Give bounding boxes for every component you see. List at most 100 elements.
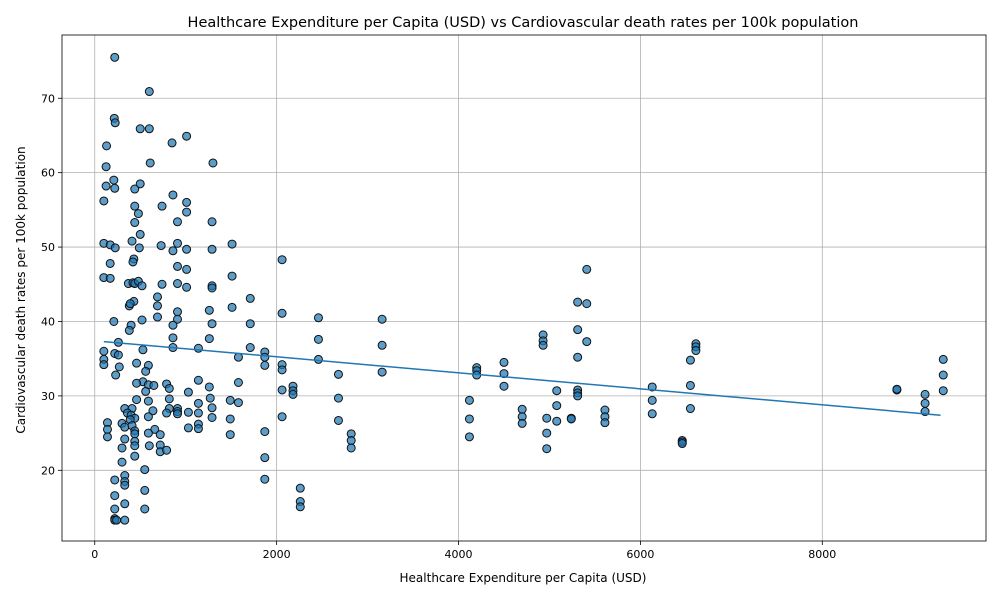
plot-frame	[61, 34, 987, 542]
data-point	[542, 413, 552, 423]
data-point	[183, 423, 193, 433]
data-point	[120, 515, 130, 525]
data-point	[313, 334, 323, 344]
data-point	[204, 382, 214, 392]
x-tick-label: 2000	[263, 548, 291, 561]
data-point	[233, 378, 243, 388]
data-point	[120, 434, 130, 444]
data-point	[152, 312, 162, 322]
data-point	[99, 346, 109, 356]
data-point	[346, 436, 356, 446]
data-point	[600, 418, 610, 428]
data-point	[152, 301, 162, 311]
data-point	[110, 183, 120, 193]
data-point	[110, 475, 120, 485]
axis-ticks: 0 2000 4000 6000 8000 20 30 40 50 60 70	[41, 92, 836, 561]
data-point	[112, 515, 122, 525]
data-point	[135, 179, 145, 189]
data-point	[102, 424, 112, 434]
data-point	[156, 241, 166, 251]
data-point	[277, 308, 287, 318]
x-tick-label: 6000	[626, 548, 654, 561]
data-point	[135, 229, 145, 239]
data-point	[102, 432, 112, 442]
data-point	[162, 445, 172, 455]
data-point	[120, 499, 130, 509]
data-point	[101, 181, 111, 191]
data-point	[168, 333, 178, 343]
data-point	[132, 358, 142, 368]
data-point	[143, 396, 153, 406]
data-point	[182, 207, 192, 217]
data-point	[182, 197, 192, 207]
data-point	[277, 255, 287, 265]
data-point	[111, 370, 121, 380]
data-point	[193, 424, 203, 434]
data-point	[260, 352, 270, 362]
data-point	[277, 412, 287, 422]
data-point	[155, 430, 165, 440]
data-point	[110, 243, 120, 253]
data-point	[143, 412, 153, 422]
data-point	[582, 299, 592, 309]
data-point	[157, 279, 167, 289]
data-point	[193, 375, 203, 385]
x-tick-label: 8000	[808, 548, 836, 561]
data-point	[109, 175, 119, 185]
data-point	[173, 409, 182, 419]
data-point	[130, 201, 140, 211]
data-point	[295, 483, 305, 493]
data-point	[552, 386, 562, 396]
data-point	[137, 315, 147, 325]
data-point	[182, 282, 192, 292]
data-point	[499, 357, 509, 367]
y-tick-label: 60	[41, 167, 55, 180]
data-point	[132, 378, 142, 388]
data-point	[333, 369, 343, 379]
data-point	[145, 158, 155, 168]
data-point	[120, 480, 130, 490]
data-point	[164, 383, 174, 393]
data-point	[130, 429, 140, 439]
data-point	[110, 52, 120, 62]
data-point	[99, 196, 109, 206]
data-point	[517, 404, 527, 414]
data-point	[135, 124, 145, 134]
data-point	[117, 457, 127, 467]
data-point	[938, 386, 948, 396]
data-point	[144, 87, 154, 97]
data-point	[333, 393, 343, 403]
data-point	[538, 340, 548, 350]
data-points	[99, 52, 948, 525]
data-point	[295, 502, 305, 512]
data-point	[110, 504, 120, 514]
data-point	[892, 384, 902, 394]
data-point	[141, 386, 151, 396]
grid-lines	[62, 35, 986, 541]
data-point	[542, 428, 552, 438]
data-point	[110, 491, 120, 501]
data-point	[207, 403, 217, 413]
data-point	[168, 320, 178, 330]
data-point	[938, 354, 948, 364]
data-point	[938, 370, 948, 380]
data-point	[204, 305, 214, 315]
data-point	[173, 307, 182, 317]
data-point	[227, 239, 237, 249]
data-point	[542, 444, 552, 454]
data-point	[168, 246, 178, 256]
data-point	[207, 217, 217, 227]
data-point	[193, 343, 203, 353]
data-point	[207, 244, 217, 254]
data-point	[183, 407, 193, 417]
data-point	[183, 387, 193, 397]
data-point	[105, 273, 115, 283]
y-tick-label: 70	[41, 92, 55, 105]
data-point	[691, 346, 701, 356]
data-point	[140, 485, 150, 495]
data-point	[205, 393, 215, 403]
data-point	[132, 395, 142, 405]
y-axis-label: Cardiovascular death rates per 100k popu…	[14, 146, 28, 433]
data-point	[148, 406, 158, 416]
